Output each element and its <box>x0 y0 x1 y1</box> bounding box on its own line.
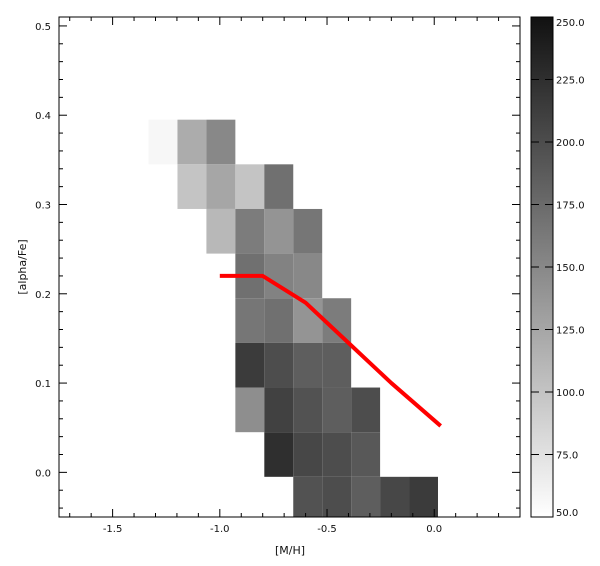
heatmap-cell <box>206 208 236 254</box>
x-tick-label: -1.5 <box>103 524 123 535</box>
heatmap-cell <box>177 164 207 209</box>
x-tick-label: -0.5 <box>317 524 337 535</box>
heatmap-cell <box>235 208 265 254</box>
heatmap-cell <box>206 119 236 165</box>
heatmap-cell <box>293 476 323 517</box>
heatmap-cell <box>206 164 236 209</box>
axis-ticks <box>59 17 521 517</box>
axis-tick-labels: -1.5 -1.0 -0.5 0.0 0.0 0.1 0.2 0.3 0.4 0.5 <box>35 22 442 535</box>
plot-frame <box>58 16 521 518</box>
heatmap-cell <box>293 208 323 254</box>
heatmap-cell <box>322 342 352 388</box>
heatmap-cell <box>322 432 352 477</box>
heatmap-cell <box>235 164 265 209</box>
colorbar-tick-label: 125.0 <box>556 326 585 337</box>
heatmap-cell <box>235 387 265 433</box>
heatmap-cell <box>293 253 323 299</box>
y-tick-label: 0.3 <box>35 201 51 212</box>
y-axis-label: [alpha/Fe] <box>16 239 29 294</box>
heatmap-cell <box>409 476 438 517</box>
heatmap-cell <box>264 432 294 477</box>
heatmap-cell <box>235 298 265 343</box>
colorbar-tick-label: 175.0 <box>556 201 585 212</box>
colorbar-tick-label: 225.0 <box>556 76 585 87</box>
y-tick-label: 0.4 <box>35 111 51 122</box>
y-tick-label: 0.0 <box>35 468 51 479</box>
heatmap-cells <box>148 119 438 517</box>
heatmap-cell <box>293 432 323 477</box>
colorbar-tick-label: 50.0 <box>556 508 578 519</box>
colorbar-tick-label: 100.0 <box>556 388 585 399</box>
heatmap-cell <box>264 164 294 209</box>
x-tick-label: -1.0 <box>210 524 230 535</box>
y-tick-label: 0.5 <box>35 22 51 33</box>
heatmap-cell <box>380 476 410 517</box>
x-tick-label: 0.0 <box>426 524 442 535</box>
heatmap-cell <box>264 387 294 433</box>
heatmap-cell <box>293 387 323 433</box>
heatmap-cell <box>351 476 381 517</box>
heatmap-cell <box>264 208 294 254</box>
heatmap-cell <box>264 298 294 343</box>
colorbar-tick-label: 200.0 <box>556 138 585 149</box>
heatmap-cell <box>322 387 352 433</box>
colorbar-tick-label: 150.0 <box>556 263 585 274</box>
line-series-group <box>219 273 442 428</box>
heatmap-cell <box>177 119 207 165</box>
heatmap-cell <box>235 342 265 388</box>
colorbar-ticks: 50.0 75.0 100.0 125.0 150.0 175.0 200.0 225.0 25… <box>531 16 585 519</box>
heatmap-cell <box>293 342 323 388</box>
heatmap-cell <box>351 432 381 477</box>
colorbar-tick-label: 75.0 <box>556 451 578 462</box>
heatmap-cell <box>351 387 381 433</box>
heatmap-cell <box>148 119 178 165</box>
x-axis-label: [M/H] <box>275 544 305 557</box>
y-tick-label: 0.2 <box>35 290 51 301</box>
y-tick-label: 0.1 <box>35 379 51 390</box>
trend-line <box>219 273 442 428</box>
heatmap-cell <box>264 342 294 388</box>
colorbar-tick-label: 250.0 <box>556 18 585 29</box>
